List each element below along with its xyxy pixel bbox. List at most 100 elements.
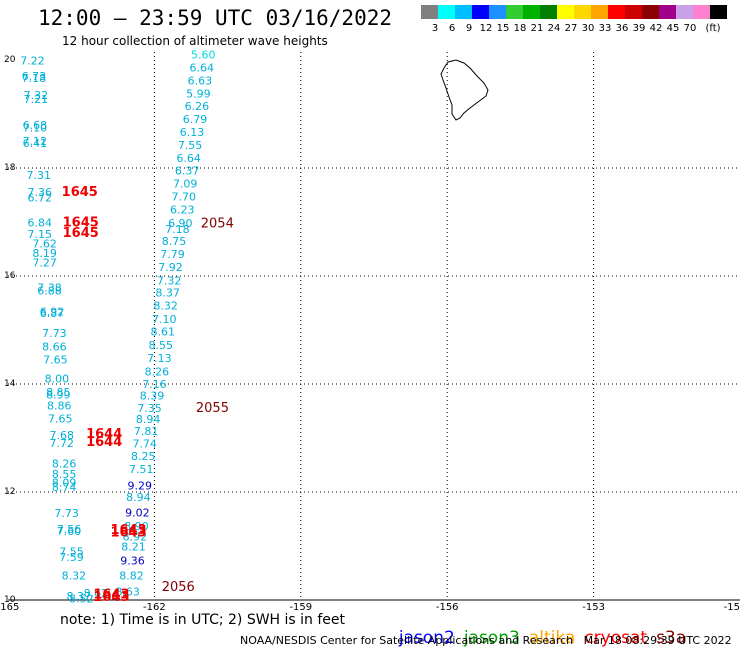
wave-height-label: 9.29 — [128, 479, 153, 492]
lat-tick-label: 14 — [4, 379, 16, 389]
scale-label: 45 — [667, 23, 680, 34]
wave-height-label: 7.60 — [57, 525, 82, 538]
lat-tick-label: 10 — [4, 595, 16, 605]
scale-label: 42 — [650, 23, 663, 34]
wave-height-label: 7.81 — [134, 425, 159, 438]
lat-tick-label: 20 — [4, 55, 16, 65]
wave-height-label: 5.60 — [191, 48, 216, 61]
wave-height-label: 7.16 — [142, 378, 167, 391]
track-time-label: 1645 — [63, 215, 99, 230]
wave-height-label: 6.88 — [37, 284, 62, 297]
wave-height-label: 8.32 — [153, 299, 178, 312]
track-time-label: 1643 — [110, 523, 146, 538]
wave-height-label: 7.73 — [42, 327, 67, 340]
wave-height-label: 8.37 — [67, 590, 92, 603]
lon-tick-label: -159 — [289, 602, 312, 610]
wave-height-label: 8.82 — [119, 569, 144, 582]
wave-height-label: 7.55 — [178, 139, 203, 152]
wave-height-label: 7.35 — [137, 402, 162, 415]
track-time-label: 2055 — [196, 401, 229, 416]
wave-height-label: 8.61 — [150, 325, 175, 338]
scale-swatch — [693, 5, 710, 19]
wave-height-label: 8.85 — [46, 386, 70, 399]
wave-height-label: 7.27 — [32, 256, 57, 269]
wave-height-label: 8.26 — [52, 458, 77, 471]
track-time-label: 2056 — [162, 580, 195, 595]
wave-height-label: 6.90 — [168, 217, 193, 230]
wave-height-label: 7.72 — [49, 437, 73, 450]
wave-height-label: 7.36 — [28, 186, 53, 199]
scale-label: 18 — [514, 23, 527, 34]
wave-height-label: 7.92 — [158, 261, 183, 274]
wave-height-label: 8.19 — [32, 247, 57, 260]
color-scale: 3 6 9 12 15 18 21 24 27 30 33 36 39 42 45 70 (ft) — [421, 5, 727, 34]
wave-height-label: 6.23 — [170, 203, 195, 216]
wave-height-label: 7.55 — [59, 546, 84, 559]
lat-tick-label: 12 — [4, 487, 15, 497]
wave-height-label: 7.18 — [165, 223, 190, 236]
wave-height-label: 6.64 — [190, 61, 215, 74]
wave-height-label: 8.66 — [42, 341, 67, 354]
scale-swatch — [506, 5, 523, 19]
scale-label: (ft) — [705, 23, 720, 34]
wave-height-label: 6.41 — [23, 137, 48, 150]
map-grid — [8, 52, 740, 601]
scale-label: 70 — [684, 23, 697, 34]
scale-label: 36 — [616, 23, 629, 34]
wave-height-label: 6.84 — [28, 216, 53, 229]
scale-swatch — [540, 5, 557, 19]
scale-swatch — [523, 5, 540, 19]
wave-height-label: 8.86 — [47, 399, 72, 412]
wave-height-label: 7.68 — [49, 429, 73, 442]
wave-height-label: 7.51 — [129, 463, 154, 476]
lon-tick-label: -153 — [582, 602, 605, 610]
wave-height-label: 7.74 — [132, 438, 157, 451]
wave-height-label: 8.32 — [62, 569, 87, 582]
wave-height-label: 8.63 — [115, 586, 140, 599]
wave-height-label: 9.02 — [125, 506, 149, 519]
wave-height-label: 7.13 — [147, 352, 172, 365]
track-time-label: 1645 — [63, 226, 99, 241]
satellite-legend: jason2 jason3 altika cryosat s3a — [388, 608, 695, 648]
hawaii-island-coastline — [440, 59, 489, 121]
track-time-label: 1645 — [62, 185, 98, 200]
wave-height-label: 8.37 — [155, 287, 180, 300]
lon-tick-label: -165 — [0, 602, 19, 610]
scale-swatch — [438, 5, 455, 19]
wave-height-label: 6.64 — [176, 152, 201, 165]
wave-height-label: 6.26 — [185, 100, 210, 113]
scale-label: 3 — [432, 23, 438, 34]
wave-height-label: 8.92 — [123, 531, 147, 544]
page-subtitle: 12 hour collection of altimeter wave hei… — [62, 34, 328, 48]
scale-label: 6 — [449, 23, 455, 34]
wave-height-label: 6.79 — [183, 113, 208, 126]
scale-swatch — [659, 5, 676, 19]
wave-height-label: 6.73 — [22, 70, 47, 83]
wave-height-map: -165 -162 -159 -156 -153 -15 20 18 16 14 12 10 7.22… — [0, 48, 740, 610]
wave-height-label: 8.25 — [131, 450, 156, 463]
wave-height-label: 8.99 — [46, 389, 70, 402]
wave-height-label: 8.75 — [162, 235, 187, 248]
wave-height-label: 8.55 — [52, 468, 77, 481]
wave-height-label: 7.12 — [23, 135, 48, 148]
wave-height-label: 8.21 — [121, 540, 146, 553]
page-title: 12:00 – 23:59 UTC 03/16/2022 — [38, 6, 393, 30]
wave-height-label: 6.92 — [40, 305, 65, 318]
footer-note: note: 1) Time is in UTC; 2) SWH is in fe… — [60, 612, 346, 628]
wave-height-label: 7.70 — [171, 190, 196, 203]
wave-height-label: 8.74 — [52, 481, 77, 494]
lon-tick-label: -15 — [724, 602, 740, 610]
wave-height-label: 7.56 — [57, 523, 82, 536]
legend-altika: altika — [528, 628, 576, 648]
wave-height-label: 6.63 — [188, 74, 213, 87]
wave-height-label: 7.62 — [32, 237, 57, 250]
scale-swatch — [591, 5, 608, 19]
track-time-label: 1643 — [110, 525, 146, 540]
scale-label: 27 — [565, 23, 578, 34]
track-time-label: 1643 — [93, 590, 129, 605]
wave-height-label: 7.32 — [24, 89, 48, 102]
wave-height-label: 8.55 — [149, 339, 174, 352]
wave-height-label: 7.10 — [152, 313, 177, 326]
wave-height-label: 7.59 — [59, 551, 84, 564]
wave-height-label: 7.10 — [23, 121, 48, 134]
